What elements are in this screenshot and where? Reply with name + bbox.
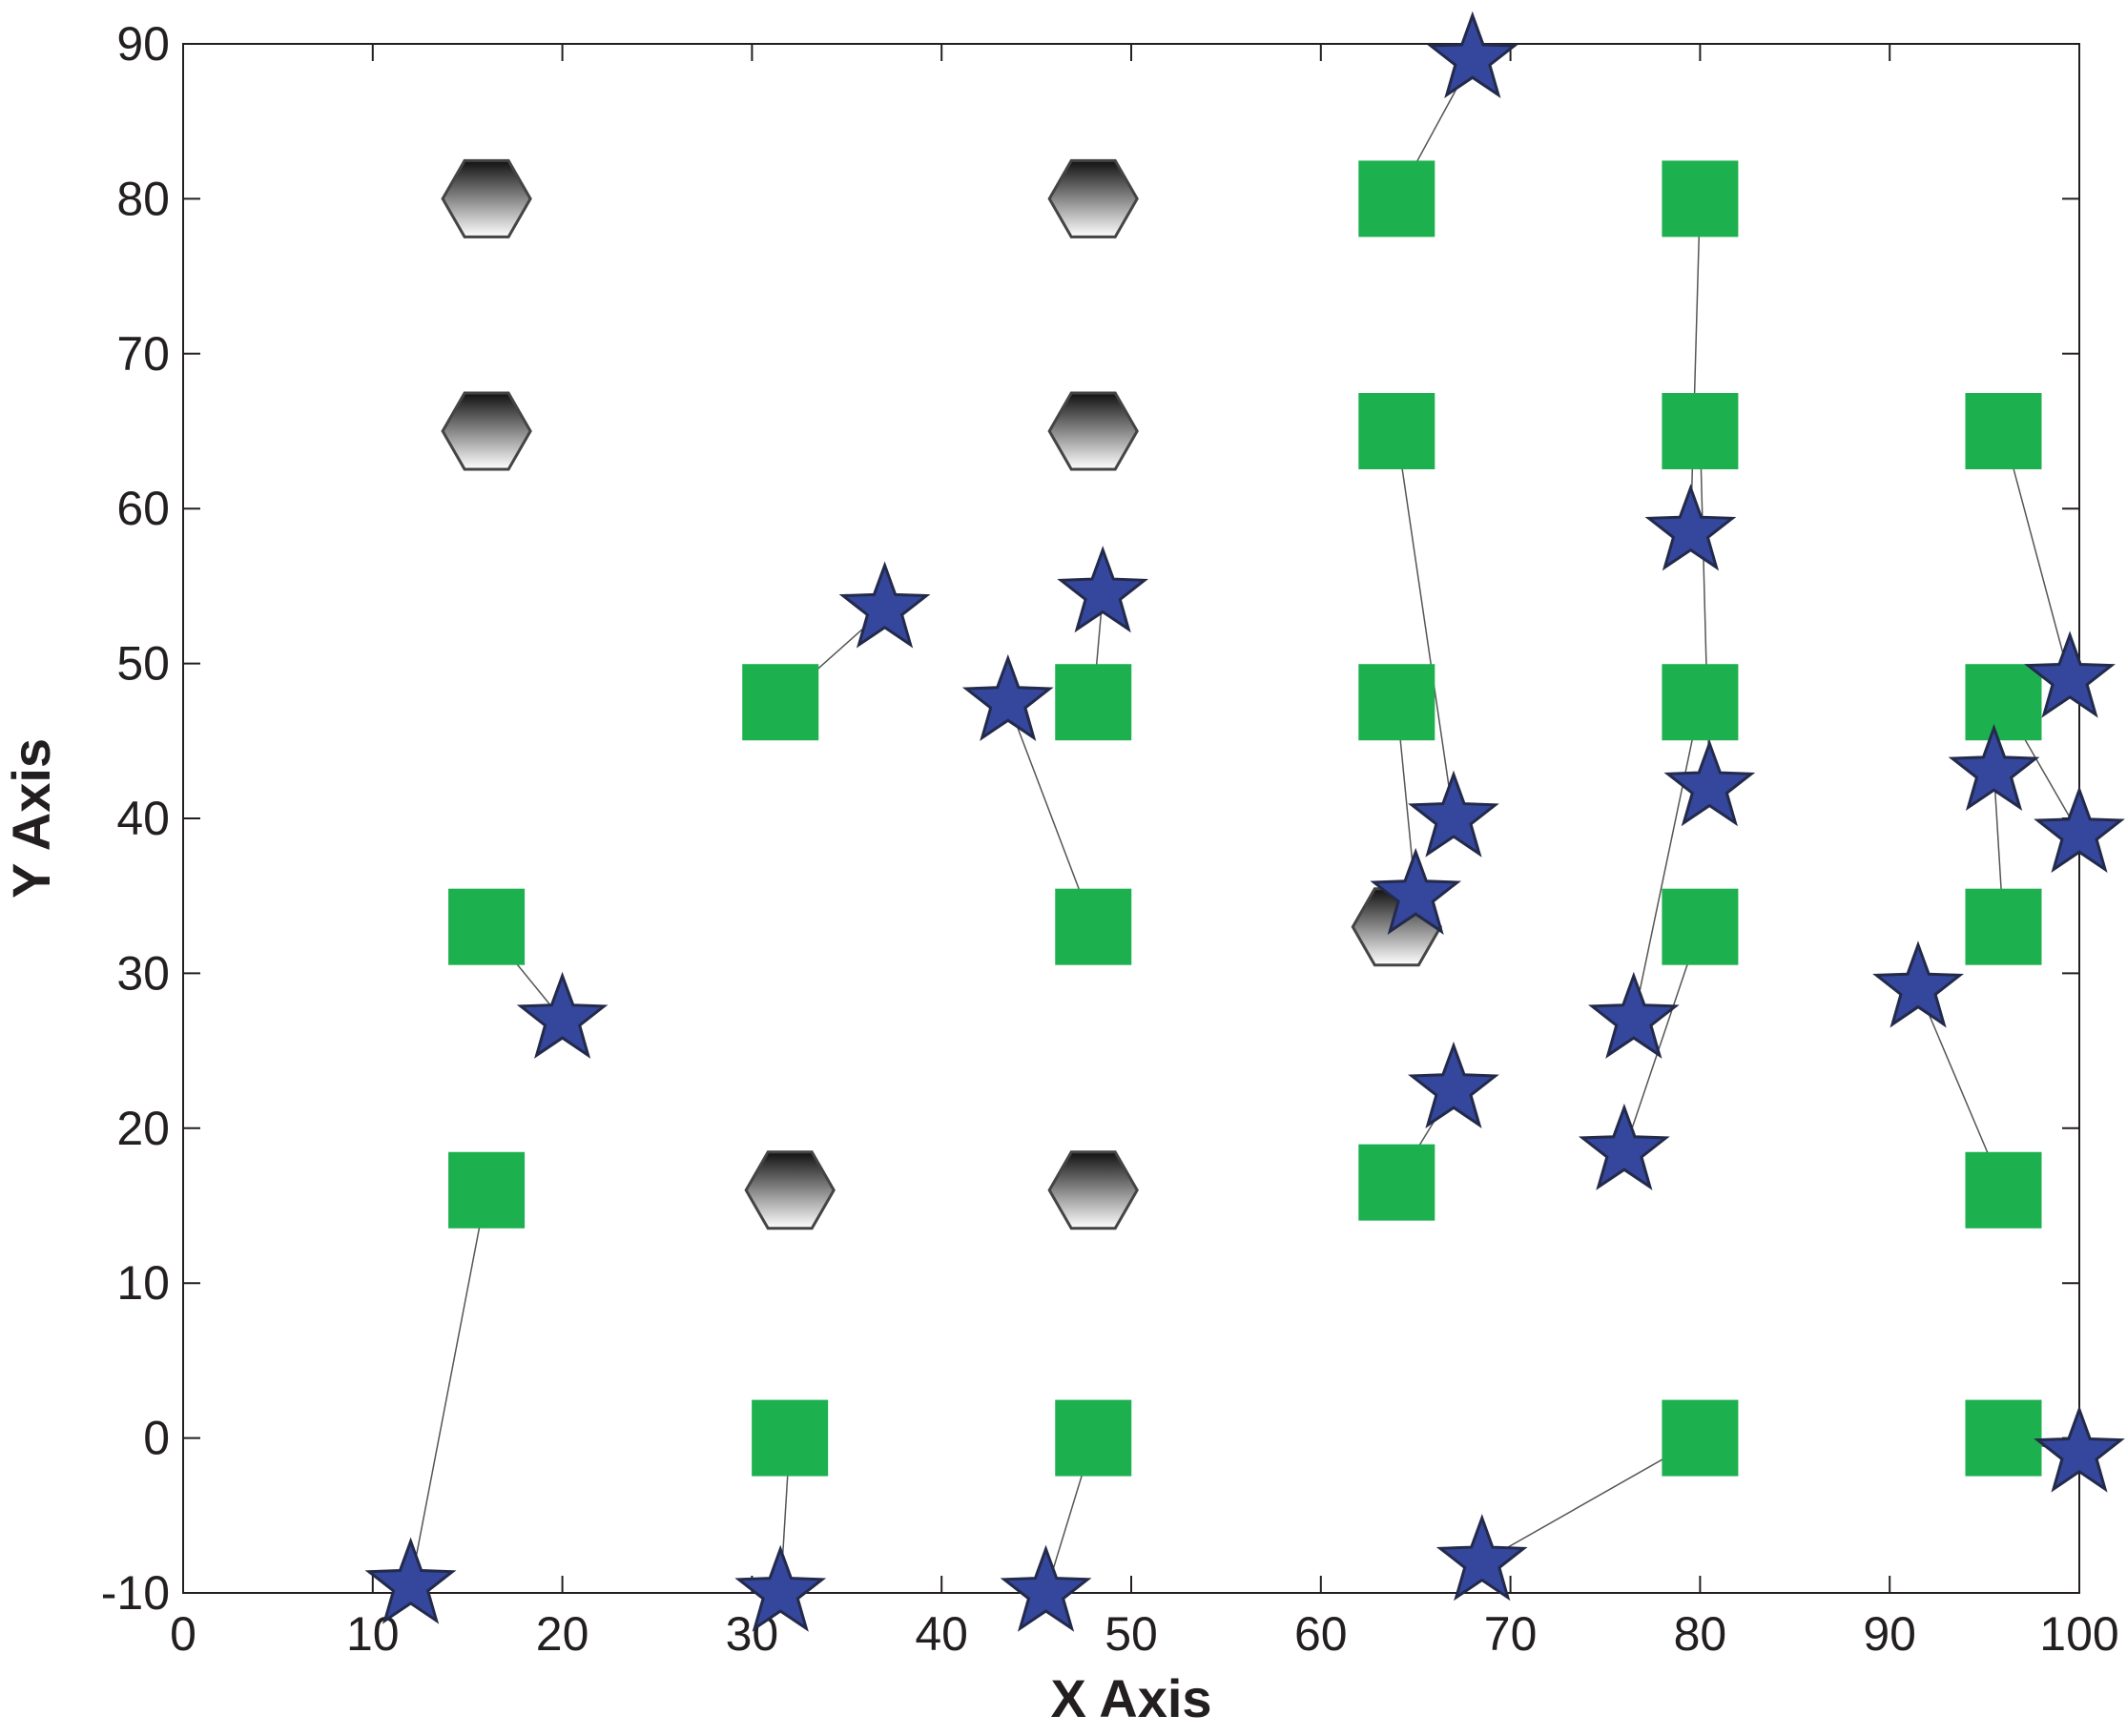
star-marker bbox=[961, 653, 1054, 741]
star-marker bbox=[1426, 10, 1518, 99]
x-tick-label: 90 bbox=[1863, 1607, 1916, 1661]
axis-ticks: 0 10 20 30 40 50 60 70 80 90 100-10010203040506070… bbox=[101, 17, 2119, 1661]
y-tick-label: 30 bbox=[116, 946, 170, 1000]
x-tick-label: 40 bbox=[915, 1607, 968, 1661]
x-tick-label: 100 bbox=[2039, 1607, 2118, 1661]
x-tick-label: 0 bbox=[170, 1607, 196, 1661]
x-axis-title: X Axis bbox=[1050, 1668, 1211, 1728]
square-marker bbox=[1358, 160, 1435, 238]
x-tick-label: 50 bbox=[1105, 1607, 1158, 1661]
star-marker bbox=[1408, 770, 1499, 858]
star-marker bbox=[838, 561, 931, 649]
y-tick-label: 70 bbox=[116, 327, 170, 381]
plot-area bbox=[182, 43, 2080, 1594]
square-marker bbox=[1662, 888, 1739, 965]
square-marker bbox=[1965, 393, 2042, 469]
link-line bbox=[2002, 430, 2071, 680]
star-marker bbox=[516, 971, 609, 1059]
hexagon-marker bbox=[441, 391, 532, 471]
star-marker bbox=[1872, 940, 1964, 1028]
square-marker bbox=[1662, 664, 1739, 741]
star-marker bbox=[1057, 546, 1149, 633]
link-line bbox=[1689, 198, 1702, 532]
square-marker bbox=[448, 1151, 526, 1229]
star-marker bbox=[1587, 971, 1680, 1059]
y-axis-title: Y Axis bbox=[1, 738, 61, 899]
link-line bbox=[1633, 702, 1702, 1021]
y-tick-label: 80 bbox=[116, 172, 170, 225]
link-line bbox=[1395, 430, 1455, 819]
star-marker bbox=[2034, 1405, 2125, 1493]
square-marker bbox=[1358, 664, 1435, 741]
x-tick-label: 70 bbox=[1484, 1607, 1538, 1661]
y-tick-label: 90 bbox=[116, 17, 170, 71]
star-marker bbox=[1000, 1544, 1092, 1632]
link-line bbox=[409, 1189, 487, 1586]
star-marker bbox=[1408, 1041, 1499, 1128]
square-marker bbox=[1055, 664, 1132, 741]
hexagon-marker bbox=[441, 158, 532, 238]
star-marker bbox=[1435, 1514, 1528, 1602]
star-marker bbox=[2034, 785, 2125, 874]
square-marker bbox=[1358, 1144, 1435, 1221]
square-marker bbox=[1965, 664, 2042, 741]
x-tick-label: 80 bbox=[1674, 1607, 1727, 1661]
square-marker bbox=[1662, 1399, 1739, 1477]
star-marker bbox=[1663, 739, 1756, 827]
square-marker bbox=[1662, 160, 1739, 238]
square-marker bbox=[1965, 1399, 2042, 1477]
hexagon-marker bbox=[1047, 391, 1139, 471]
y-tick-label: 40 bbox=[116, 792, 170, 845]
square-marker bbox=[1965, 888, 2042, 965]
star-marker bbox=[1948, 723, 2040, 812]
y-tick-label: 10 bbox=[116, 1256, 170, 1310]
square-markers bbox=[448, 160, 2042, 1477]
star-marker bbox=[1578, 1103, 1670, 1190]
star-marker bbox=[364, 1537, 457, 1624]
x-tick-label: 60 bbox=[1294, 1607, 1348, 1661]
square-marker bbox=[1965, 1151, 2042, 1229]
square-marker bbox=[1358, 393, 1435, 469]
y-tick-label: 20 bbox=[116, 1102, 170, 1155]
y-tick-label: -10 bbox=[101, 1566, 170, 1620]
x-tick-label: 20 bbox=[536, 1607, 589, 1661]
star-marker bbox=[1644, 484, 1737, 571]
star-marker bbox=[1370, 847, 1462, 935]
y-tick-label: 50 bbox=[116, 637, 170, 691]
y-tick-label: 0 bbox=[143, 1412, 170, 1465]
square-marker bbox=[752, 1399, 829, 1477]
star-marker bbox=[734, 1544, 827, 1632]
hexagon-marker bbox=[744, 1150, 836, 1230]
hexagon-marker bbox=[1047, 1150, 1139, 1230]
square-marker bbox=[1055, 888, 1132, 965]
square-marker bbox=[1055, 1399, 1132, 1477]
star-marker bbox=[2024, 630, 2116, 718]
square-marker bbox=[742, 664, 819, 741]
square-marker bbox=[1662, 393, 1739, 469]
star-markers bbox=[364, 10, 2125, 1632]
hexagon-marker bbox=[1047, 158, 1139, 238]
square-marker bbox=[448, 888, 526, 965]
y-tick-label: 60 bbox=[116, 482, 170, 535]
